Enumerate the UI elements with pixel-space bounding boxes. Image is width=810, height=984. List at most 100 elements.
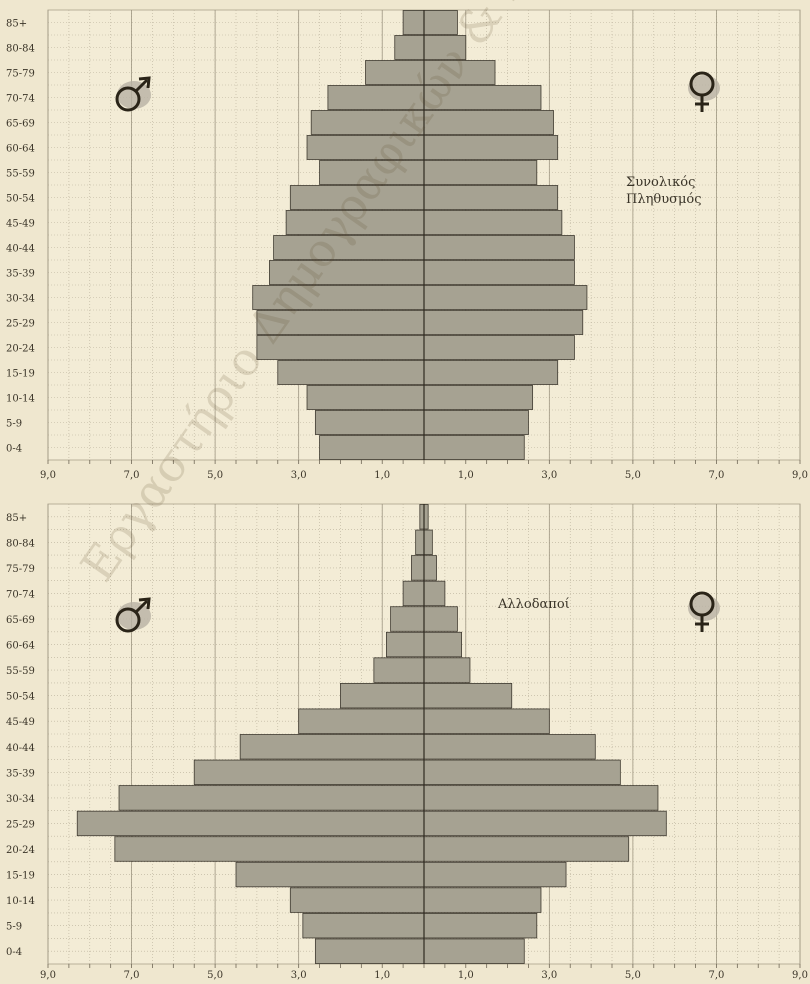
bar-male-80-84: [395, 36, 424, 60]
x-tick-marks: [48, 460, 800, 464]
x-tick-label: 1,0: [374, 470, 390, 481]
bar-female-80-84: [424, 530, 432, 555]
age-group-label: 45-49: [6, 219, 35, 230]
x-tick-label: 7,0: [708, 470, 724, 481]
bar-female-60-64: [424, 632, 462, 657]
bar-female-25-29: [424, 311, 583, 335]
bar-male-65-69: [391, 607, 424, 632]
x-tick-label: 3,0: [291, 470, 307, 481]
bar-male-65-69: [311, 111, 424, 135]
bar-female-35-39: [424, 261, 574, 285]
bar-female-25-29: [424, 811, 666, 836]
bar-female-80-84: [424, 36, 466, 60]
total-population-pyramid: 0-4 5-9 10-14 15-19 20-24 25-29 30-34 35-39 40-4…: [0, 0, 810, 486]
bar-female-35-39: [424, 760, 620, 785]
x-tick-label: 7,0: [124, 470, 140, 481]
bar-female-30-34: [424, 786, 658, 811]
x-tick-label: 9,0: [40, 970, 56, 981]
x-tick-label: 1,0: [458, 970, 474, 981]
bar-male-35-39: [269, 261, 424, 285]
age-group-label: 60-64: [6, 641, 35, 652]
bar-male-40-44: [240, 735, 424, 760]
age-group-label: 0-4: [6, 444, 22, 455]
bar-female-75-79: [424, 556, 437, 581]
age-group-label: 5-9: [6, 419, 22, 430]
bar-male-25-29: [77, 811, 424, 836]
x-tick-label: 9,0: [792, 470, 808, 481]
x-tick-label: 3,0: [291, 970, 307, 981]
x-tick-label: 7,0: [124, 970, 140, 981]
age-group-label: 15-19: [6, 369, 35, 380]
bar-female-60-64: [424, 136, 558, 160]
bar-male-35-39: [194, 760, 424, 785]
bar-male-85+: [420, 505, 424, 530]
bar-female-20-24: [424, 336, 574, 360]
age-group-label: 85+: [6, 513, 27, 524]
bar-female-0-4: [424, 436, 524, 460]
bar-female-10-14: [424, 888, 541, 913]
bar-male-25-29: [257, 311, 424, 335]
total-population-chart: 0-4 5-9 10-14 15-19 20-24 25-29 30-34 35-39 40-4…: [0, 0, 810, 486]
bar-male-20-24: [115, 837, 424, 862]
age-group-label: 20-24: [6, 845, 35, 856]
age-group-label: 0-4: [6, 947, 22, 958]
bar-female-5-9: [424, 913, 537, 938]
bar-male-10-14: [307, 386, 424, 410]
age-group-label: 50-54: [6, 692, 35, 703]
age-group-label: 85+: [6, 19, 27, 30]
bar-male-70-74: [403, 581, 424, 606]
bar-female-70-74: [424, 581, 445, 606]
age-group-label: 50-54: [6, 194, 35, 205]
x-tick-label: 9,0: [40, 470, 56, 481]
bar-female-30-34: [424, 286, 587, 310]
bar-male-75-79: [411, 556, 424, 581]
bar-male-5-9: [303, 913, 424, 938]
x-tick-label: 5,0: [625, 970, 641, 981]
bar-female-20-24: [424, 837, 629, 862]
bar-female-55-59: [424, 161, 537, 185]
bar-male-10-14: [290, 888, 424, 913]
age-group-label: 55-59: [6, 666, 35, 677]
bar-male-70-74: [328, 86, 424, 110]
bar-male-0-4: [320, 436, 424, 460]
bar-male-30-34: [253, 286, 424, 310]
age-group-label: 35-39: [6, 269, 35, 280]
bar-male-50-54: [340, 683, 424, 708]
age-group-label: 30-34: [6, 794, 35, 805]
age-group-label: 80-84: [6, 44, 35, 55]
age-group-label: 65-69: [6, 615, 35, 626]
chart-annotation: Συνολικός: [626, 175, 695, 190]
age-group-label: 75-79: [6, 564, 35, 575]
foreigners-chart: 0-4 5-9 10-14 15-19 20-24 25-29 30-34 35-39 40-4…: [0, 492, 810, 984]
bar-female-65-69: [424, 111, 554, 135]
x-tick-label: 1,0: [374, 970, 390, 981]
bar-male-5-9: [315, 411, 424, 435]
x-tick-label: 3,0: [541, 470, 557, 481]
age-group-label: 15-19: [6, 871, 35, 882]
bar-male-30-34: [119, 786, 424, 811]
bar-female-85+: [424, 11, 457, 35]
x-tick-marks: [48, 964, 800, 968]
bar-female-45-49: [424, 709, 549, 734]
age-group-label: 55-59: [6, 169, 35, 180]
bar-female-50-54: [424, 186, 558, 210]
bar-male-80-84: [416, 530, 424, 555]
bar-male-50-54: [290, 186, 424, 210]
bar-female-10-14: [424, 386, 533, 410]
bar-female-15-19: [424, 862, 566, 887]
age-group-label: 30-34: [6, 294, 35, 305]
bar-female-40-44: [424, 735, 595, 760]
age-group-label: 70-74: [6, 94, 35, 105]
foreigners-pyramid: 0-4 5-9 10-14 15-19 20-24 25-29 30-34 35-39 40-4…: [0, 492, 810, 984]
male-symbol-shadow: [117, 602, 151, 630]
bar-female-50-54: [424, 683, 512, 708]
age-group-label: 20-24: [6, 344, 35, 355]
bar-male-55-59: [320, 161, 424, 185]
age-group-label: 5-9: [6, 922, 22, 933]
x-tick-label: 3,0: [541, 970, 557, 981]
age-group-label: 10-14: [6, 394, 35, 405]
x-tick-label: 7,0: [708, 970, 724, 981]
age-group-label: 40-44: [6, 244, 35, 255]
age-group-label: 35-39: [6, 768, 35, 779]
bar-male-75-79: [366, 61, 424, 85]
